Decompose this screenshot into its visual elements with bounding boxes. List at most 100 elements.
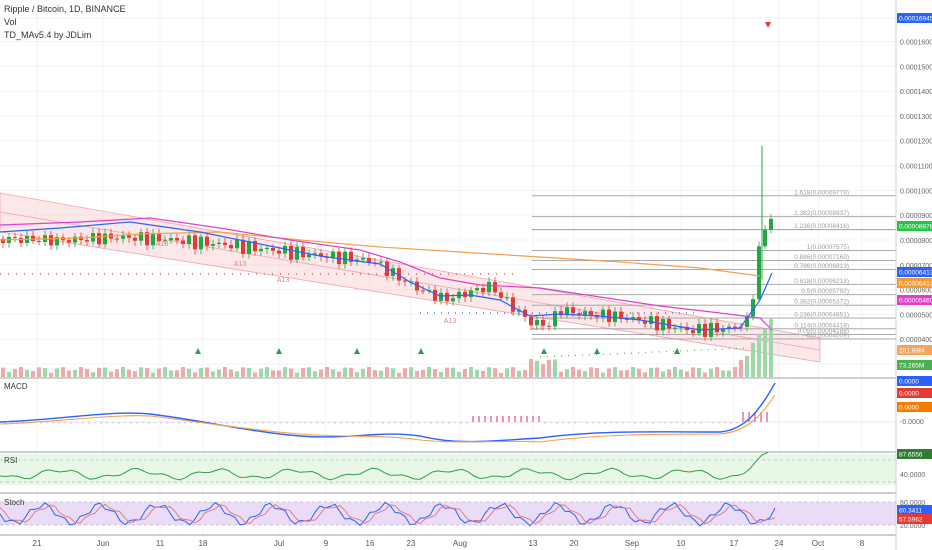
volume-bar — [265, 367, 269, 377]
candle-body — [367, 258, 371, 263]
fib-level-label: 0.786(0.00006813) — [794, 263, 849, 270]
candle-body — [115, 238, 119, 240]
volume-bar — [193, 372, 197, 377]
candle-body — [241, 239, 245, 254]
price-badge — [897, 267, 932, 277]
volume-bar — [139, 367, 143, 377]
volume-bar — [163, 367, 167, 377]
volume-bar — [175, 370, 179, 377]
volume-bar — [13, 368, 17, 377]
price-badge-text: 0.00008878 — [899, 224, 932, 231]
candle-body — [757, 246, 761, 300]
candle-body — [499, 292, 503, 298]
candle-body — [631, 317, 635, 320]
price-badge — [897, 278, 932, 288]
fib-level-label: 1(0.00007575) — [807, 244, 849, 251]
volume-bar — [187, 368, 191, 377]
candle-body — [583, 311, 587, 316]
volume-bar — [415, 370, 419, 377]
time-axis[interactable]: 21 Jun 11 18 Jul 9 16 23 Aug 13 20 Sep 10 17 24 Oct 8 — [33, 539, 865, 548]
time-tick-label: 13 — [529, 539, 538, 548]
volume-bar — [49, 372, 53, 377]
volume-bar — [169, 370, 173, 377]
volume-bar — [685, 371, 689, 377]
candle-body — [469, 290, 473, 298]
volume-bar — [199, 367, 203, 377]
volume-bar — [85, 368, 89, 377]
candle-body — [283, 245, 287, 254]
candle-body — [289, 245, 293, 260]
volume-bar — [133, 371, 137, 377]
volume-bar — [361, 368, 365, 377]
candle-body — [751, 299, 755, 317]
volume-bar — [235, 371, 239, 377]
volume-bar — [571, 367, 575, 377]
volume-bar — [307, 367, 311, 377]
volume-bar — [469, 367, 473, 377]
candle-body — [589, 311, 593, 316]
candle-body — [433, 290, 437, 301]
candle-body — [163, 240, 167, 242]
macd-badge — [897, 388, 932, 398]
time-tick-label: 21 — [33, 539, 42, 548]
candle-body — [769, 218, 773, 230]
volume-bar — [157, 368, 161, 377]
volume-bar — [31, 370, 35, 377]
candle-body — [727, 326, 731, 329]
fib-level-label: 0.886(0.00007169) — [794, 254, 849, 261]
moving-averages — [0, 217, 773, 358]
volume-bar — [739, 360, 743, 377]
volume-bar — [109, 371, 113, 377]
volume-bar — [277, 370, 281, 377]
volume-bar — [421, 369, 425, 377]
volume-bar — [313, 371, 317, 377]
volume-bar — [349, 367, 353, 377]
fib-level-label: 0.05(0.00004188) — [798, 328, 849, 335]
volume-bar — [37, 367, 41, 377]
volume-bar — [73, 369, 77, 377]
candle-body — [511, 297, 515, 312]
candle-body — [13, 237, 17, 239]
volume-bar — [343, 367, 347, 377]
volume-bar — [769, 319, 773, 377]
candle-body — [193, 235, 197, 250]
candle-body — [505, 297, 509, 299]
price-badge — [897, 295, 932, 305]
candle-body — [187, 235, 191, 245]
macd-badge-text: 0.0000 — [899, 379, 919, 386]
time-tick-label: 11 — [156, 539, 165, 548]
volume-bar — [391, 368, 395, 377]
price-badge-text: 0.00005460 — [899, 298, 932, 305]
volume-bars — [1, 319, 773, 377]
time-tick-label: 8 — [860, 539, 865, 548]
macd-badge-text: 0.0000 — [899, 391, 919, 398]
time-tick-label: Oct — [812, 539, 825, 548]
volume-bar — [445, 367, 449, 377]
fib-level-label: 0.114(0.00004418) — [795, 322, 849, 329]
candle-body — [103, 233, 107, 245]
candle-body — [295, 246, 299, 260]
volume-bar — [241, 367, 245, 377]
volume-bar — [757, 333, 761, 377]
candle-body — [31, 235, 35, 241]
volume-bar — [1, 367, 5, 377]
volume-bar — [145, 368, 149, 377]
candle-body — [133, 237, 137, 241]
price-badge-text: 181.99M — [899, 348, 924, 355]
price-badge — [897, 345, 932, 355]
candle-body — [691, 330, 695, 334]
candle-body — [703, 323, 707, 337]
stoch-badge — [897, 505, 932, 515]
candle-body — [571, 307, 575, 314]
volume-bar — [463, 368, 467, 377]
candle-body — [175, 237, 179, 241]
candle-body — [439, 292, 443, 301]
candle-body — [49, 235, 53, 246]
volume-bar — [535, 360, 539, 377]
candle-body — [763, 229, 767, 247]
